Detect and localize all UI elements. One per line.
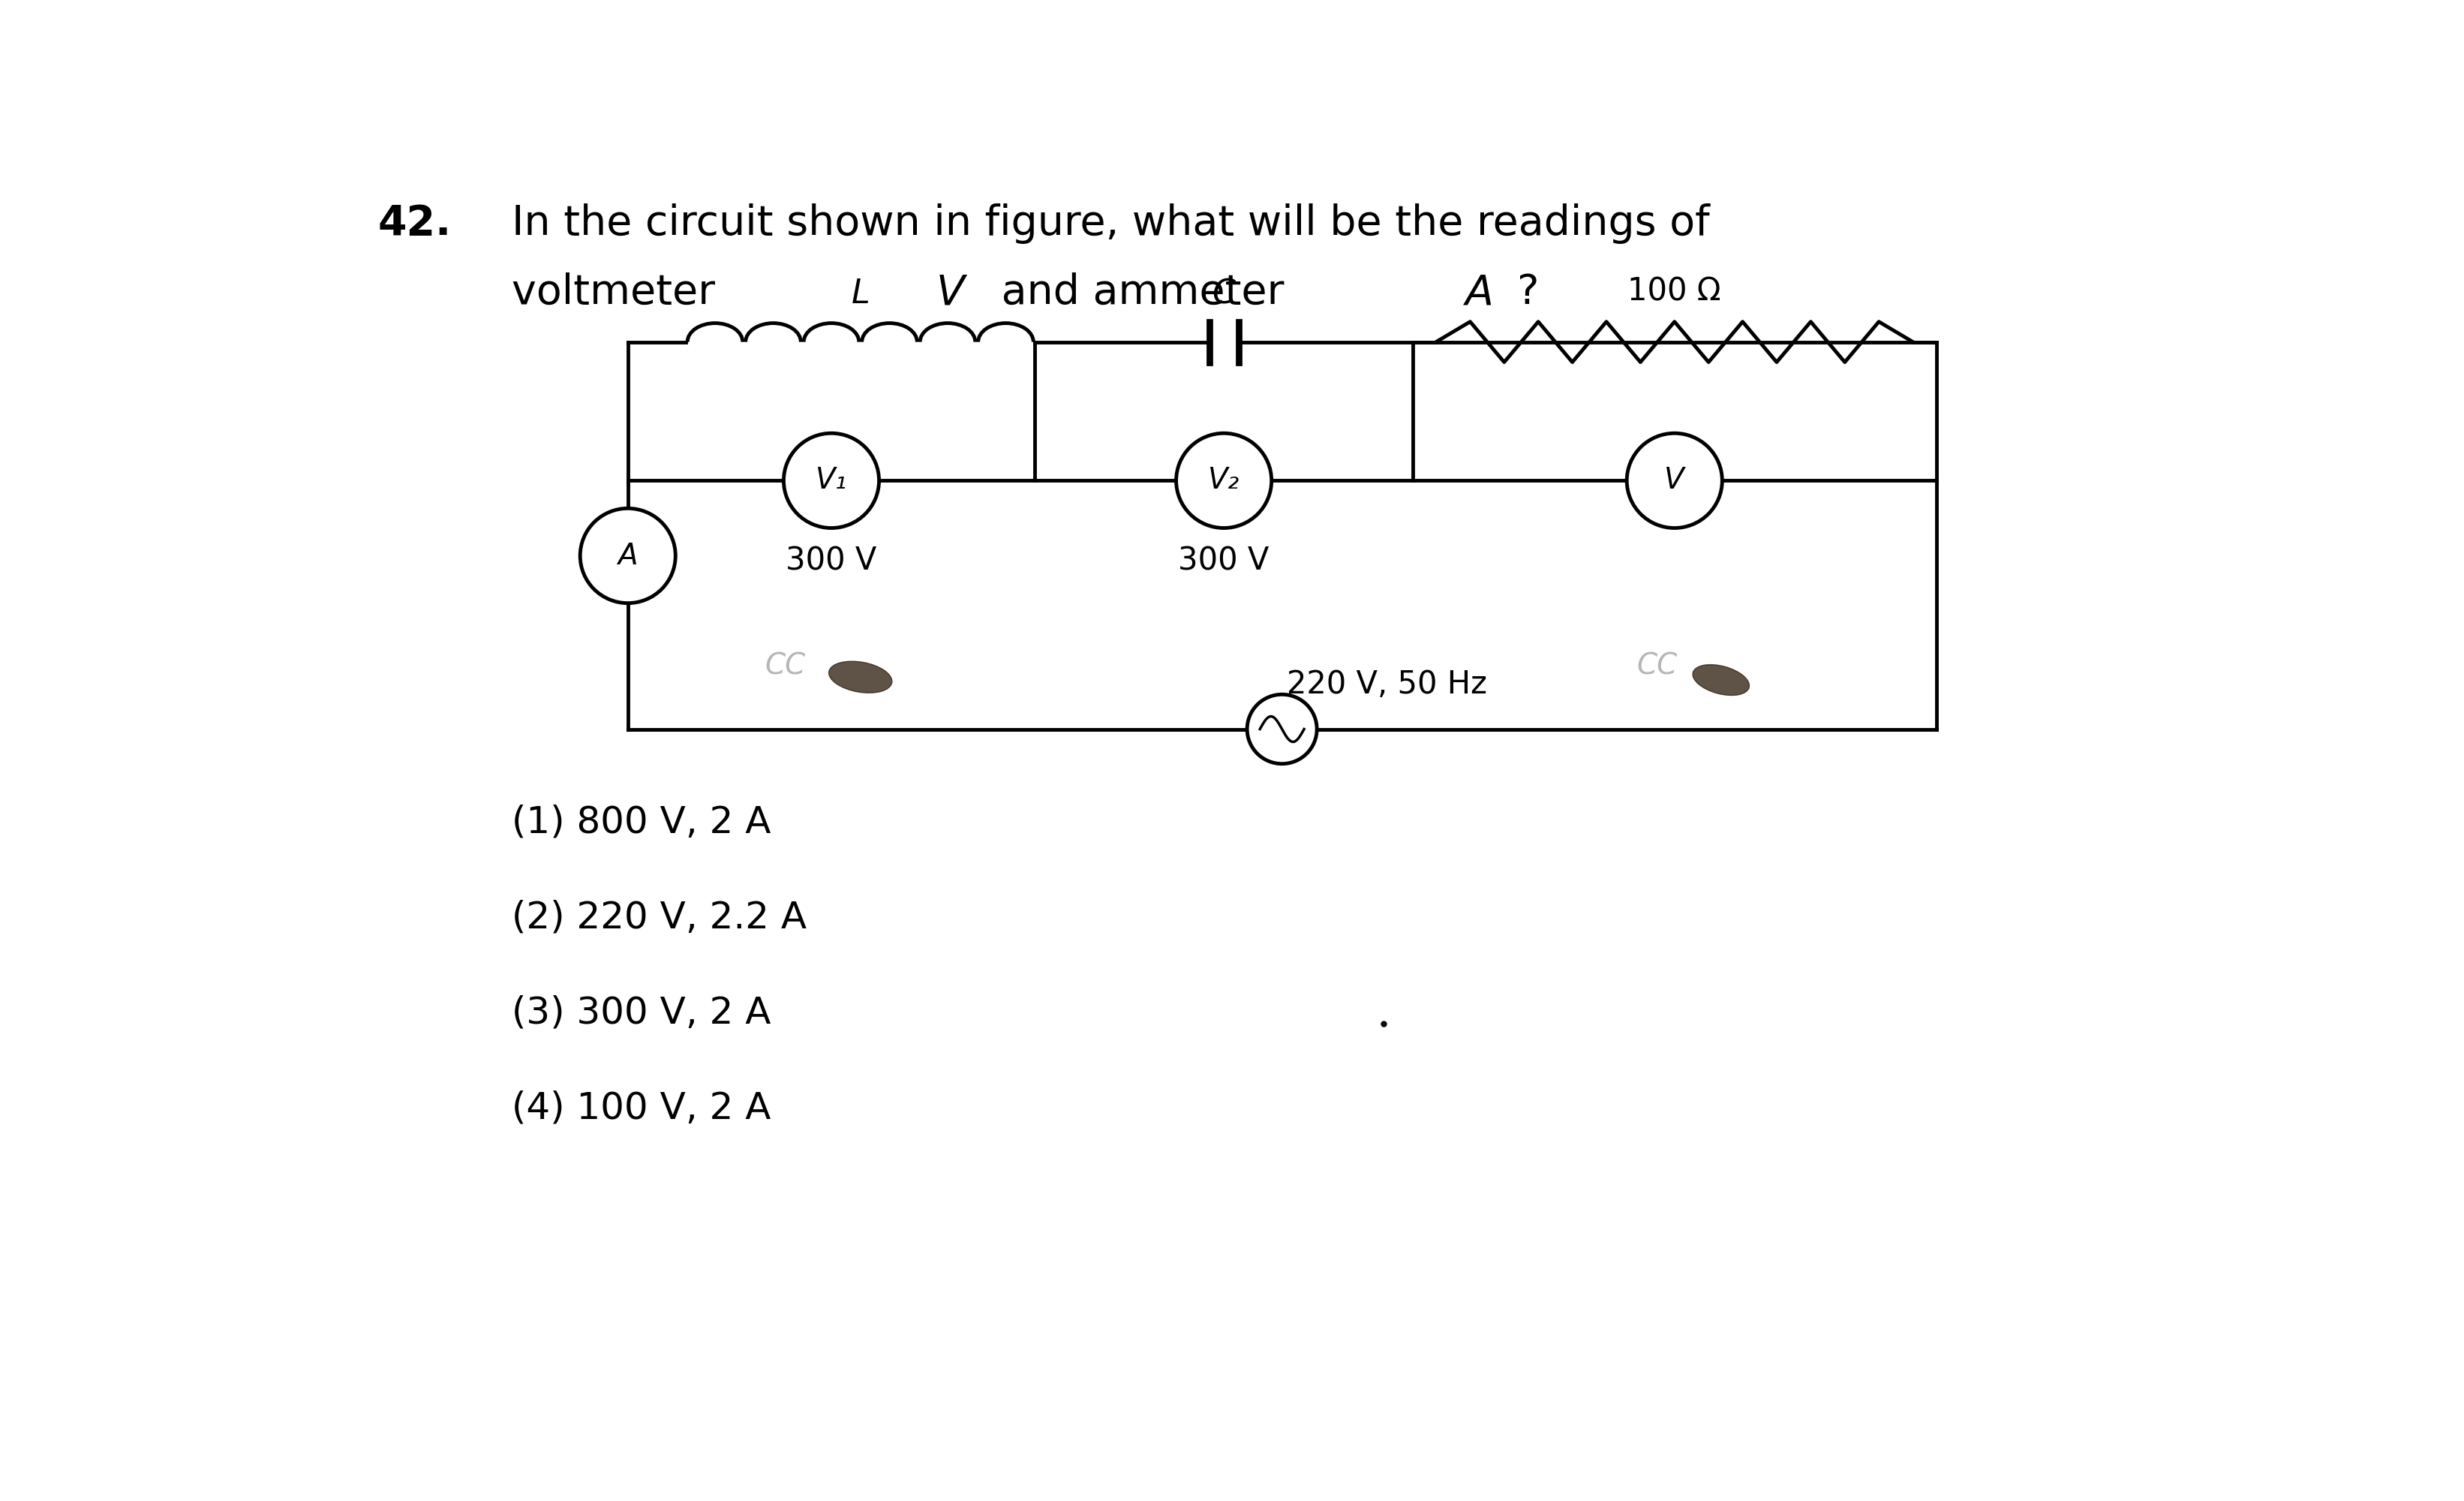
Text: V₂: V₂	[1207, 467, 1239, 495]
Text: (2) 220 V, 2.2 A: (2) 220 V, 2.2 A	[513, 899, 806, 935]
Text: L: L	[850, 278, 870, 311]
Text: voltmeter: voltmeter	[513, 273, 729, 314]
Ellipse shape	[1693, 665, 1749, 695]
Text: 42.: 42.	[377, 203, 451, 243]
Text: CC: CC	[764, 651, 806, 680]
Text: 300 V: 300 V	[786, 545, 877, 576]
Text: ?: ?	[1518, 273, 1540, 314]
Circle shape	[784, 434, 880, 528]
Text: (4) 100 V, 2 A: (4) 100 V, 2 A	[513, 1090, 771, 1126]
Text: V₁: V₁	[816, 467, 848, 495]
Text: A: A	[618, 542, 638, 570]
Ellipse shape	[828, 662, 892, 693]
Text: CC: CC	[1636, 651, 1678, 680]
Text: 100 Ω: 100 Ω	[1629, 276, 1722, 308]
Circle shape	[1175, 434, 1271, 528]
Text: A: A	[1466, 273, 1493, 312]
Text: (3) 300 V, 2 A: (3) 300 V, 2 A	[513, 995, 771, 1031]
Text: and ammeter: and ammeter	[988, 273, 1299, 314]
Text: 300 V: 300 V	[1178, 545, 1269, 576]
Text: V: V	[936, 273, 963, 312]
Text: V: V	[1666, 467, 1685, 495]
Circle shape	[579, 509, 675, 603]
Text: (1) 800 V, 2 A: (1) 800 V, 2 A	[513, 805, 771, 841]
Text: 220 V, 50 Hz: 220 V, 50 Hz	[1286, 669, 1486, 699]
Text: C: C	[1212, 278, 1234, 311]
Circle shape	[1247, 695, 1316, 764]
Circle shape	[1626, 434, 1722, 528]
Text: In the circuit shown in figure, what will be the readings of: In the circuit shown in figure, what wil…	[513, 203, 1710, 243]
